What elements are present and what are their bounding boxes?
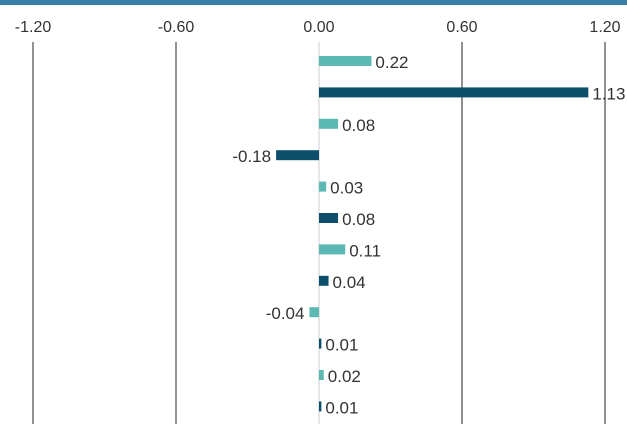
bar	[319, 244, 346, 255]
bar	[319, 181, 327, 192]
bar	[319, 370, 324, 380]
bar-value-label: 0.01	[325, 336, 358, 355]
x-tick-label: 0.00	[303, 19, 334, 36]
grid	[32, 42, 606, 424]
bar	[319, 213, 339, 223]
bar-value-label: 0.03	[330, 179, 363, 198]
bar	[319, 56, 372, 66]
x-tick-label: 1.20	[589, 19, 620, 36]
bar-value-label: 0.02	[328, 367, 361, 386]
bar-value-label: -0.18	[232, 147, 271, 166]
bar-value-label: 0.08	[342, 210, 375, 229]
bar	[276, 150, 319, 161]
bar-value-label: 0.08	[342, 116, 375, 135]
bar	[319, 338, 322, 349]
value-labels: 0.22 1.13 0.08 -0.18 0.03 0.08 0.11 0.04 -0.04 0.…	[232, 53, 625, 417]
x-tick-label: -1.20	[15, 19, 52, 36]
top-rule	[0, 0, 627, 5]
bar-value-label: 1.13	[592, 84, 625, 103]
bar	[319, 87, 589, 98]
bar-value-label: 0.01	[325, 398, 358, 417]
x-tick-label: 0.60	[446, 19, 477, 36]
bar-value-label: 0.04	[333, 273, 366, 292]
bar	[319, 118, 339, 129]
x-tick-label: -0.60	[158, 19, 195, 36]
bar-value-label: 0.22	[375, 53, 408, 72]
bars	[276, 56, 589, 412]
bar-value-label: 0.11	[349, 241, 381, 260]
bar-value-label: -0.04	[266, 304, 305, 323]
bar	[319, 275, 329, 286]
bar	[319, 401, 322, 412]
tick-labels: -1.20 -0.60 0.00 0.60 1.20	[15, 19, 621, 36]
bar	[309, 307, 319, 318]
